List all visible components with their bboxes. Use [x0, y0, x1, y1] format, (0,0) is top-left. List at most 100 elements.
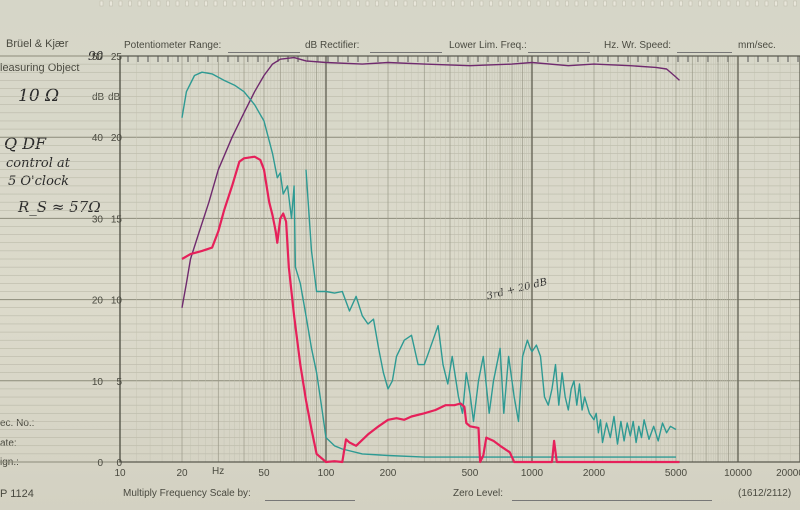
- sprocket-hole: [546, 0, 550, 7]
- sprocket-hole: [289, 0, 294, 7]
- y-tick-label-outer: 0: [97, 458, 103, 469]
- potentiometer-range-label: Potentiometer Range:: [124, 40, 222, 51]
- y-tick-label-outer: 50: [92, 52, 104, 63]
- sprocket-hole: [755, 0, 759, 7]
- y-tick-label-outer: 40: [92, 133, 104, 144]
- sprocket-hole: [508, 0, 512, 7]
- y-tick-label-inner: 5: [116, 377, 122, 388]
- sprocket-hole: [498, 0, 503, 7]
- y-tick-label-outer: 10: [92, 377, 104, 388]
- x-tick-label: 200: [380, 468, 397, 479]
- sprocket-hole: [109, 0, 113, 7]
- sprocket-hole: [679, 0, 683, 7]
- zero-level-blank: [512, 500, 712, 501]
- db-rectifier-label: dB Rectifier:: [305, 40, 360, 51]
- y-tick-label-inner: 0: [116, 458, 122, 469]
- plot-frame: [119, 55, 800, 463]
- sprocket-hole: [555, 0, 560, 7]
- sprocket-hole: [403, 0, 408, 7]
- handwritten-note-1: Q DF: [4, 134, 47, 153]
- mm-sec-label: mm/sec.: [738, 40, 776, 51]
- measuring-object-label: leasuring Object: [0, 62, 80, 74]
- series-line-2: [181, 71, 676, 458]
- sprocket-hole: [223, 0, 227, 7]
- sprocket-hole: [432, 0, 436, 7]
- sprocket-hole: [783, 0, 788, 7]
- handwritten-object: 10 Ω: [18, 86, 60, 106]
- sprocket-hole: [593, 0, 598, 7]
- sprocket-hole: [565, 0, 569, 7]
- handwritten-note-2: control at: [6, 156, 71, 171]
- sprocket-hole: [441, 0, 446, 7]
- sprocket-hole: [327, 0, 332, 7]
- x-tick-label: 10: [114, 468, 126, 479]
- sprocket-hole: [688, 0, 693, 7]
- series-line-3: [305, 169, 677, 445]
- sprocket-hole: [584, 0, 588, 7]
- sprocket-hole: [337, 0, 341, 7]
- sprocket-hole: [384, 0, 389, 7]
- zero-level-label: Zero Level:: [453, 488, 504, 499]
- sprocket-hole: [394, 0, 398, 7]
- sprocket-hole: [213, 0, 218, 7]
- x-tick-label: 10000: [724, 468, 752, 479]
- x-tick-label: 20: [176, 468, 188, 479]
- hz-wr-speed-label: Hz. Wr. Speed:: [604, 40, 672, 51]
- sprocket-hole: [764, 0, 769, 7]
- sprocket-hole: [242, 0, 246, 7]
- sprocket-hole: [204, 0, 208, 7]
- sprocket-hole: [793, 0, 797, 7]
- sprocket-hole: [717, 0, 721, 7]
- sprocket-hole: [356, 0, 360, 7]
- sprocket-hole: [527, 0, 531, 7]
- sprocket-hole: [422, 0, 427, 7]
- sprocket-hole: [99, 0, 104, 7]
- sprocket-hole: [660, 0, 664, 7]
- sprocket-hole: [137, 0, 142, 7]
- sprocket-hole: [612, 0, 617, 7]
- y-tick-label-inner: 20: [111, 133, 123, 144]
- sprocket-hole: [603, 0, 607, 7]
- lower-lim-freq-label: Lower Lim. Freq.:: [449, 40, 527, 51]
- multiply-label: Multiply Frequency Scale by:: [123, 488, 251, 499]
- sprocket-hole: [470, 0, 474, 7]
- sprocket-hole: [736, 0, 740, 7]
- sprocket-hole: [707, 0, 712, 7]
- y-tick-label-inner: 15: [111, 214, 123, 225]
- brand-label: Brüel & Kjær: [6, 38, 69, 50]
- sprocket-hole: [308, 0, 313, 7]
- sprocket-hole: [726, 0, 731, 7]
- sprocket-hole: [299, 0, 303, 7]
- sprocket-hole: [375, 0, 379, 7]
- y-tick-label-outer: 30: [92, 214, 104, 225]
- sprocket-hole: [479, 0, 484, 7]
- multiply-blank: [265, 500, 355, 501]
- db-label-inner: dB: [108, 92, 121, 103]
- sprocket-hole: [622, 0, 626, 7]
- series-line-4: [181, 155, 680, 464]
- paper-code: (1612/2112): [738, 488, 792, 499]
- sprocket-hole: [451, 0, 455, 7]
- sprocket-hole: [413, 0, 417, 7]
- sprocket-hole: [745, 0, 750, 7]
- sprocket-hole: [175, 0, 180, 7]
- handwritten-rs: R_S ≈ 57Ω: [18, 198, 101, 216]
- sprocket-hole: [365, 0, 370, 7]
- sprocket-hole: [251, 0, 256, 7]
- sprocket-hole: [641, 0, 645, 7]
- sprocket-hole: [185, 0, 189, 7]
- sprocket-hole: [650, 0, 655, 7]
- sprocket-hole: [536, 0, 541, 7]
- sprocket-hole: [147, 0, 151, 7]
- x-tick-label: 5000: [665, 468, 688, 479]
- sprocket-hole: [261, 0, 265, 7]
- sprocket-hole: [669, 0, 674, 7]
- y-tick-label-inner: 10: [111, 296, 123, 307]
- sprocket-hole: [631, 0, 636, 7]
- sprocket-hole: [698, 0, 702, 7]
- y-tick-label-inner: 25: [111, 52, 123, 63]
- sprocket-hole: [489, 0, 493, 7]
